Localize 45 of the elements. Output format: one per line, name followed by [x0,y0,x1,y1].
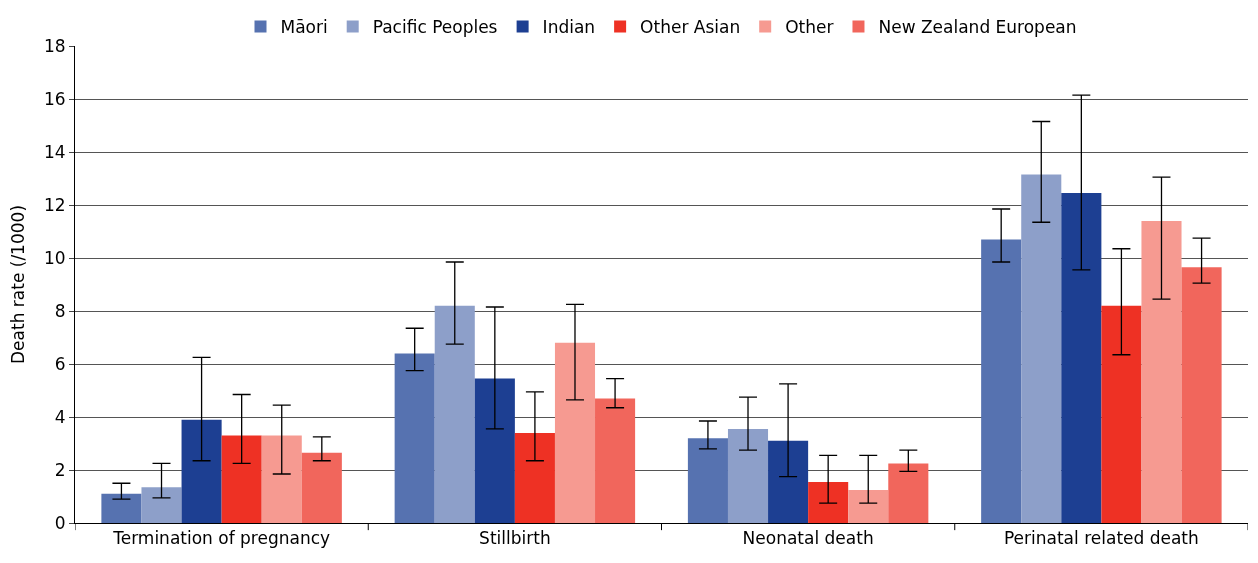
y-tick-label: 8 [54,300,66,321]
bar [221,435,262,523]
legend-label: Other [785,17,834,38]
x-tick-label: Neonatal death [742,528,874,549]
bar [888,463,929,523]
legend-label: Pacific Peoples [372,17,498,38]
bar [394,353,435,523]
bar [434,305,475,523]
x-tick-label: Stillbirth [479,528,551,549]
bar [848,489,889,523]
bar [1101,305,1142,523]
legend-label: Māori [280,17,328,38]
y-axis-title: Death rate (/1000) [7,204,28,365]
y-tick-label: 10 [43,247,66,268]
bar [808,481,849,523]
bar [768,440,809,523]
y-tick-label: 18 [43,35,66,56]
bar [101,493,142,523]
x-tick-label: Perinatal related death [1003,528,1199,549]
bar [141,487,182,523]
bar [261,435,302,523]
bar [1021,174,1062,523]
legend-label: Other Asian [640,17,741,38]
y-tick-label: 4 [54,406,66,427]
bar [301,452,342,523]
legend-label: Indian [542,17,596,38]
bar [1181,267,1222,523]
x-tick-label: Termination of pregnancy [112,528,331,549]
bar [981,239,1022,523]
y-tick-label: 16 [43,88,66,109]
y-tick-label: 12 [43,194,66,215]
bar [687,438,728,523]
y-tick-label: 0 [54,512,66,533]
bar [727,428,769,523]
bar [595,398,636,523]
bar [514,432,555,523]
y-tick-label: 14 [43,141,66,162]
y-tick-label: 6 [54,353,66,374]
bar [181,419,222,523]
legend-label: New Zealand European [878,17,1077,38]
bar [1061,193,1102,523]
bar [1141,220,1182,523]
y-tick-label: 2 [54,459,66,480]
bar [554,342,596,523]
bar [474,378,515,523]
